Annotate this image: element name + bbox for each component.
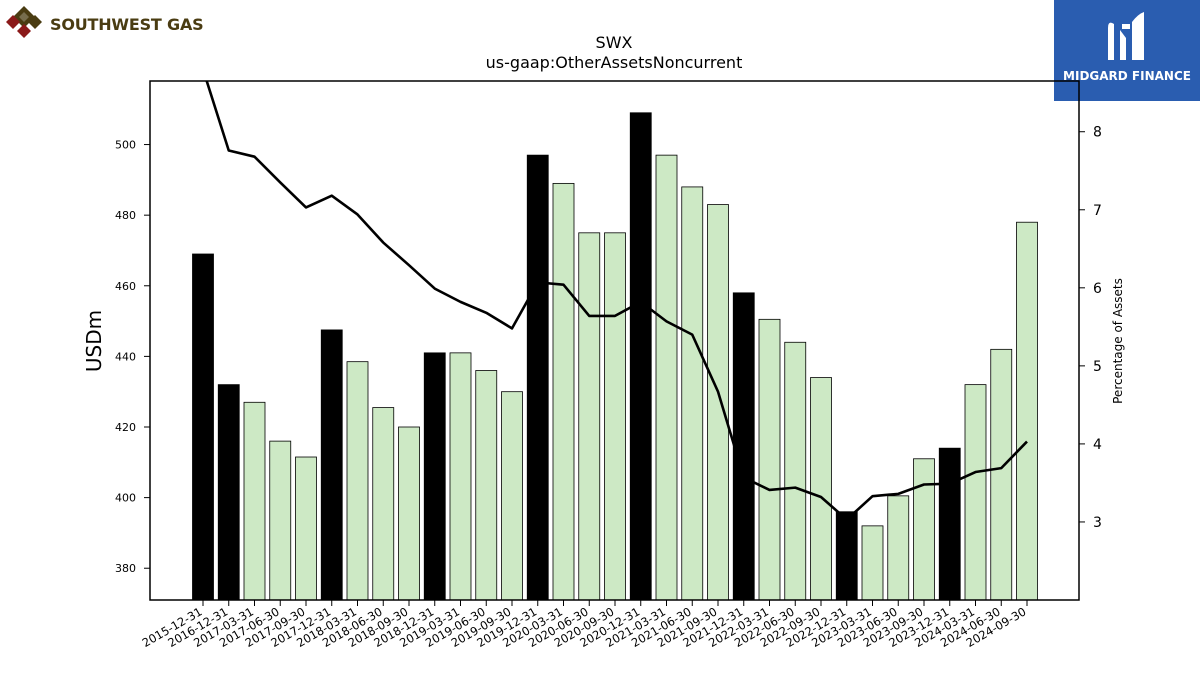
company-brand: SOUTHWEST GAS <box>4 4 204 44</box>
chart-subtitle: us-gaap:OtherAssetsNoncurrent <box>486 53 743 72</box>
x-axis-ticks: 2015-12-312016-12-312017-03-312017-06-30… <box>140 600 1029 650</box>
bar <box>938 447 961 601</box>
bar <box>346 361 369 601</box>
publisher-name: MIDGARD FINANCE <box>1063 69 1191 83</box>
bar <box>295 456 317 601</box>
bar <box>192 253 214 601</box>
bar <box>964 384 987 601</box>
bar <box>835 511 858 601</box>
y-tick-label: 400 <box>115 492 136 505</box>
bar-series <box>192 112 1038 601</box>
bar <box>501 391 523 601</box>
bar <box>887 495 910 601</box>
right-axis-ticks: 3 4 5 6 7 8 <box>1079 125 1102 531</box>
y2-tick-label: 6 <box>1093 281 1102 297</box>
y2-tick-label: 8 <box>1093 125 1102 141</box>
bar <box>423 352 446 601</box>
y2-tick-label: 4 <box>1093 437 1102 453</box>
bar <box>913 458 935 601</box>
bar <box>217 384 240 601</box>
left-axis-ticks: 380 400 420 440 460 480 500 <box>115 139 150 575</box>
y2-tick-label: 3 <box>1093 515 1102 531</box>
bar <box>604 232 626 601</box>
bar <box>398 426 420 601</box>
y-tick-label: 480 <box>115 209 136 222</box>
bar <box>449 352 472 601</box>
y-axis-label: USDm <box>82 310 106 372</box>
bar <box>372 407 395 601</box>
y2-axis-label: Percentage of Assets <box>1111 278 1125 404</box>
bar <box>243 401 266 601</box>
bar <box>475 370 498 601</box>
bar <box>758 318 781 601</box>
y-tick-label: 460 <box>115 280 136 293</box>
percentage-line <box>205 81 1028 521</box>
bar <box>578 232 601 601</box>
publisher-brand: MIDGARD FINANCE <box>1054 0 1200 101</box>
bar <box>784 341 807 601</box>
bar <box>681 186 704 601</box>
bar <box>1016 221 1038 601</box>
bar <box>269 440 292 601</box>
bar <box>655 154 678 601</box>
company-name: SOUTHWEST GAS <box>50 15 204 34</box>
bar <box>861 525 884 601</box>
stylized-m-logo-icon <box>1108 12 1144 61</box>
bar <box>990 348 1013 601</box>
y-tick-label: 440 <box>115 350 136 363</box>
diamond-lattice-logo-icon <box>6 6 42 38</box>
chart-title: SWX <box>596 33 633 52</box>
y2-tick-label: 5 <box>1093 359 1102 375</box>
bar <box>810 377 832 601</box>
bar <box>707 204 729 601</box>
y-tick-label: 420 <box>115 421 136 434</box>
y-tick-label: 500 <box>115 139 136 152</box>
bar <box>629 112 652 601</box>
y-tick-label: 380 <box>115 562 136 575</box>
bar <box>526 154 549 601</box>
y2-tick-label: 7 <box>1093 203 1102 219</box>
bar <box>732 292 755 601</box>
bar <box>320 329 343 601</box>
bar <box>552 182 575 601</box>
